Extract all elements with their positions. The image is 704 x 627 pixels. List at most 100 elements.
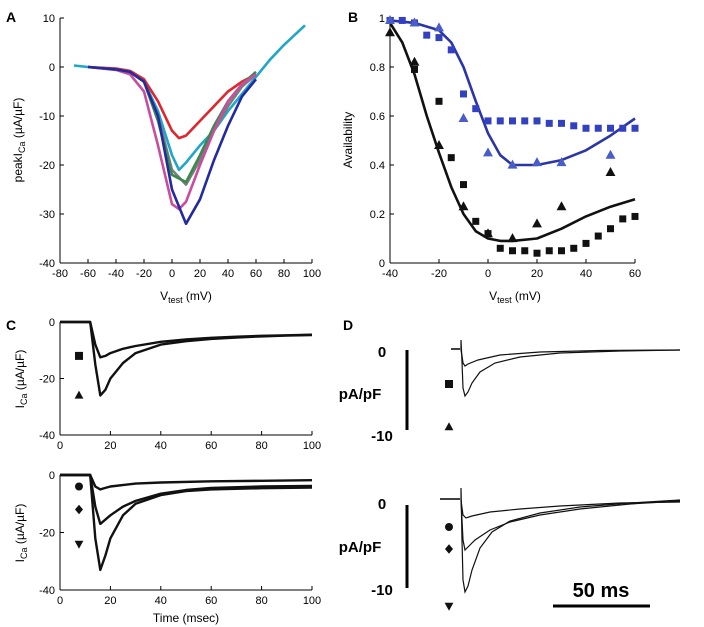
legend-marker-circle bbox=[75, 482, 83, 491]
data-point-black-squares bbox=[521, 247, 529, 255]
x-tick-label: 80 bbox=[255, 595, 267, 607]
series-line-black-fit bbox=[388, 22, 636, 243]
y-tick-label: -40 bbox=[39, 585, 55, 597]
data-point-blue-triangles bbox=[385, 15, 395, 25]
data-point-blue-squares bbox=[545, 119, 553, 127]
x-tick-label: 20 bbox=[531, 268, 543, 280]
data-point-black-squares bbox=[631, 212, 639, 220]
data-point-black-squares bbox=[435, 97, 443, 105]
panel-c-bottom-ticks: 0 20 40 60 80 100 0 -20 -40 bbox=[39, 470, 321, 607]
panel-c-top-ticks: 0 20 40 60 80 100 0 -20 -40 bbox=[39, 317, 321, 452]
panel-d-lower-trace-triangle-down bbox=[460, 487, 681, 594]
data-point-black-triangles bbox=[434, 140, 444, 149]
x-tick-label: 0 bbox=[57, 440, 63, 452]
panel-d-upper-y-label: pA/pF bbox=[339, 386, 382, 403]
y-tick-label: -40 bbox=[39, 258, 55, 270]
panel-c-bottom-y-label: ICa (µA/µF) bbox=[13, 504, 29, 563]
panel-d-upper-zero-label: 0 bbox=[378, 344, 386, 361]
x-tick-label: 100 bbox=[303, 440, 321, 452]
data-point-black-squares bbox=[570, 244, 578, 252]
panel-d-lower-trace-circle bbox=[460, 499, 681, 519]
y-tick-label: 0.2 bbox=[370, 209, 385, 221]
data-point-blue-squares bbox=[423, 31, 431, 39]
data-point-black-squares bbox=[411, 65, 418, 73]
panel-b-x-label: Vtest (mV) bbox=[489, 289, 541, 305]
series-line-triangle-trace bbox=[60, 320, 313, 397]
data-point-black-squares bbox=[460, 181, 467, 189]
panel-d-upper-trace-triangle bbox=[460, 339, 681, 398]
data-point-blue-triangles bbox=[434, 22, 444, 32]
legend-marker-triangle-down bbox=[444, 602, 454, 611]
panel-a-series bbox=[73, 24, 306, 226]
x-tick-label: -60 bbox=[80, 268, 96, 280]
y-tick-label: 0.6 bbox=[370, 111, 385, 123]
panel-c-letter: C bbox=[6, 317, 16, 333]
panel-b-ticks: -40 -20 0 20 40 60 1 0.8 0.6 0.4 0.2 0 bbox=[370, 13, 641, 280]
series-line-blue-fit bbox=[389, 19, 636, 167]
data-point-black-triangles bbox=[556, 201, 567, 211]
data-point-blue-squares bbox=[631, 124, 639, 132]
x-tick-label: 60 bbox=[205, 595, 217, 607]
y-tick-label: -20 bbox=[39, 160, 55, 172]
panel-d-upper-markers bbox=[444, 380, 454, 431]
data-point-blue-squares bbox=[472, 105, 480, 113]
panel-c-x-label: Time (msec) bbox=[153, 611, 219, 625]
panel-d-lower-markers bbox=[444, 523, 454, 611]
data-point-blue-triangles bbox=[458, 113, 469, 123]
x-tick-label: 100 bbox=[303, 268, 321, 280]
data-point-blue-squares bbox=[435, 34, 443, 42]
data-point-blue-squares bbox=[558, 119, 565, 127]
panel-d-letter: D bbox=[343, 317, 353, 333]
data-point-blue-squares bbox=[496, 117, 504, 125]
panel-c-top-y-label: ICa (µA/µF) bbox=[13, 350, 29, 409]
x-tick-label: 80 bbox=[255, 440, 267, 452]
legend-marker-triangle-down bbox=[74, 540, 84, 549]
data-point-blue-triangles bbox=[483, 147, 493, 157]
y-tick-label: -10 bbox=[39, 111, 55, 123]
y-tick-label: 0.4 bbox=[370, 160, 385, 172]
data-point-black-squares bbox=[619, 215, 627, 223]
x-tick-label: 100 bbox=[303, 595, 321, 607]
y-tick-label: -20 bbox=[39, 528, 55, 540]
y-tick-label: 0 bbox=[379, 258, 385, 270]
data-point-black-squares bbox=[472, 217, 480, 225]
panel-d-upper-trace-square bbox=[460, 349, 681, 367]
y-tick-label: 10 bbox=[43, 13, 55, 25]
panel-d-lower-y-label: pA/pF bbox=[339, 539, 382, 556]
data-point-blue-squares bbox=[447, 46, 455, 54]
data-point-blue-triangles bbox=[556, 157, 567, 167]
panel-d-lower-zero-label: 0 bbox=[378, 496, 386, 513]
x-tick-label: 20 bbox=[104, 595, 116, 607]
x-tick-label: 40 bbox=[155, 595, 167, 607]
panel-c-top-series bbox=[60, 320, 313, 399]
data-point-blue-squares bbox=[619, 124, 627, 132]
data-point-black-squares bbox=[558, 247, 565, 255]
panel-a-y-label: peakICa (µA/µF) bbox=[11, 98, 27, 183]
x-tick-label: 60 bbox=[250, 268, 262, 280]
data-point-blue-squares bbox=[521, 117, 529, 125]
panel-a-letter: A bbox=[6, 9, 16, 25]
data-point-black-squares bbox=[533, 249, 541, 257]
y-tick-label: -40 bbox=[39, 430, 55, 442]
x-tick-label: 0 bbox=[169, 268, 175, 280]
y-tick-label: -30 bbox=[39, 209, 55, 221]
x-tick-label: 80 bbox=[278, 268, 290, 280]
y-tick-label: 1 bbox=[379, 13, 385, 25]
series-line-circle-trace bbox=[60, 473, 313, 491]
x-tick-label: -80 bbox=[52, 268, 68, 280]
x-tick-label: 40 bbox=[580, 268, 592, 280]
x-tick-label: 0 bbox=[485, 268, 491, 280]
panel-c-bottom-series bbox=[60, 473, 313, 572]
series-line-square-trace bbox=[60, 320, 313, 359]
legend-marker-circle bbox=[445, 523, 453, 531]
x-tick-label: 40 bbox=[155, 440, 167, 452]
data-point-blue-squares bbox=[398, 16, 406, 24]
panel-d-time-scale-label: 50 ms bbox=[573, 580, 630, 602]
y-tick-label: 0 bbox=[49, 62, 55, 74]
data-point-blue-squares bbox=[460, 90, 467, 98]
data-point-black-squares bbox=[496, 244, 504, 252]
legend-marker-triangle-up bbox=[444, 422, 454, 431]
panel-d-lower-minus10-label: -10 bbox=[371, 582, 393, 599]
